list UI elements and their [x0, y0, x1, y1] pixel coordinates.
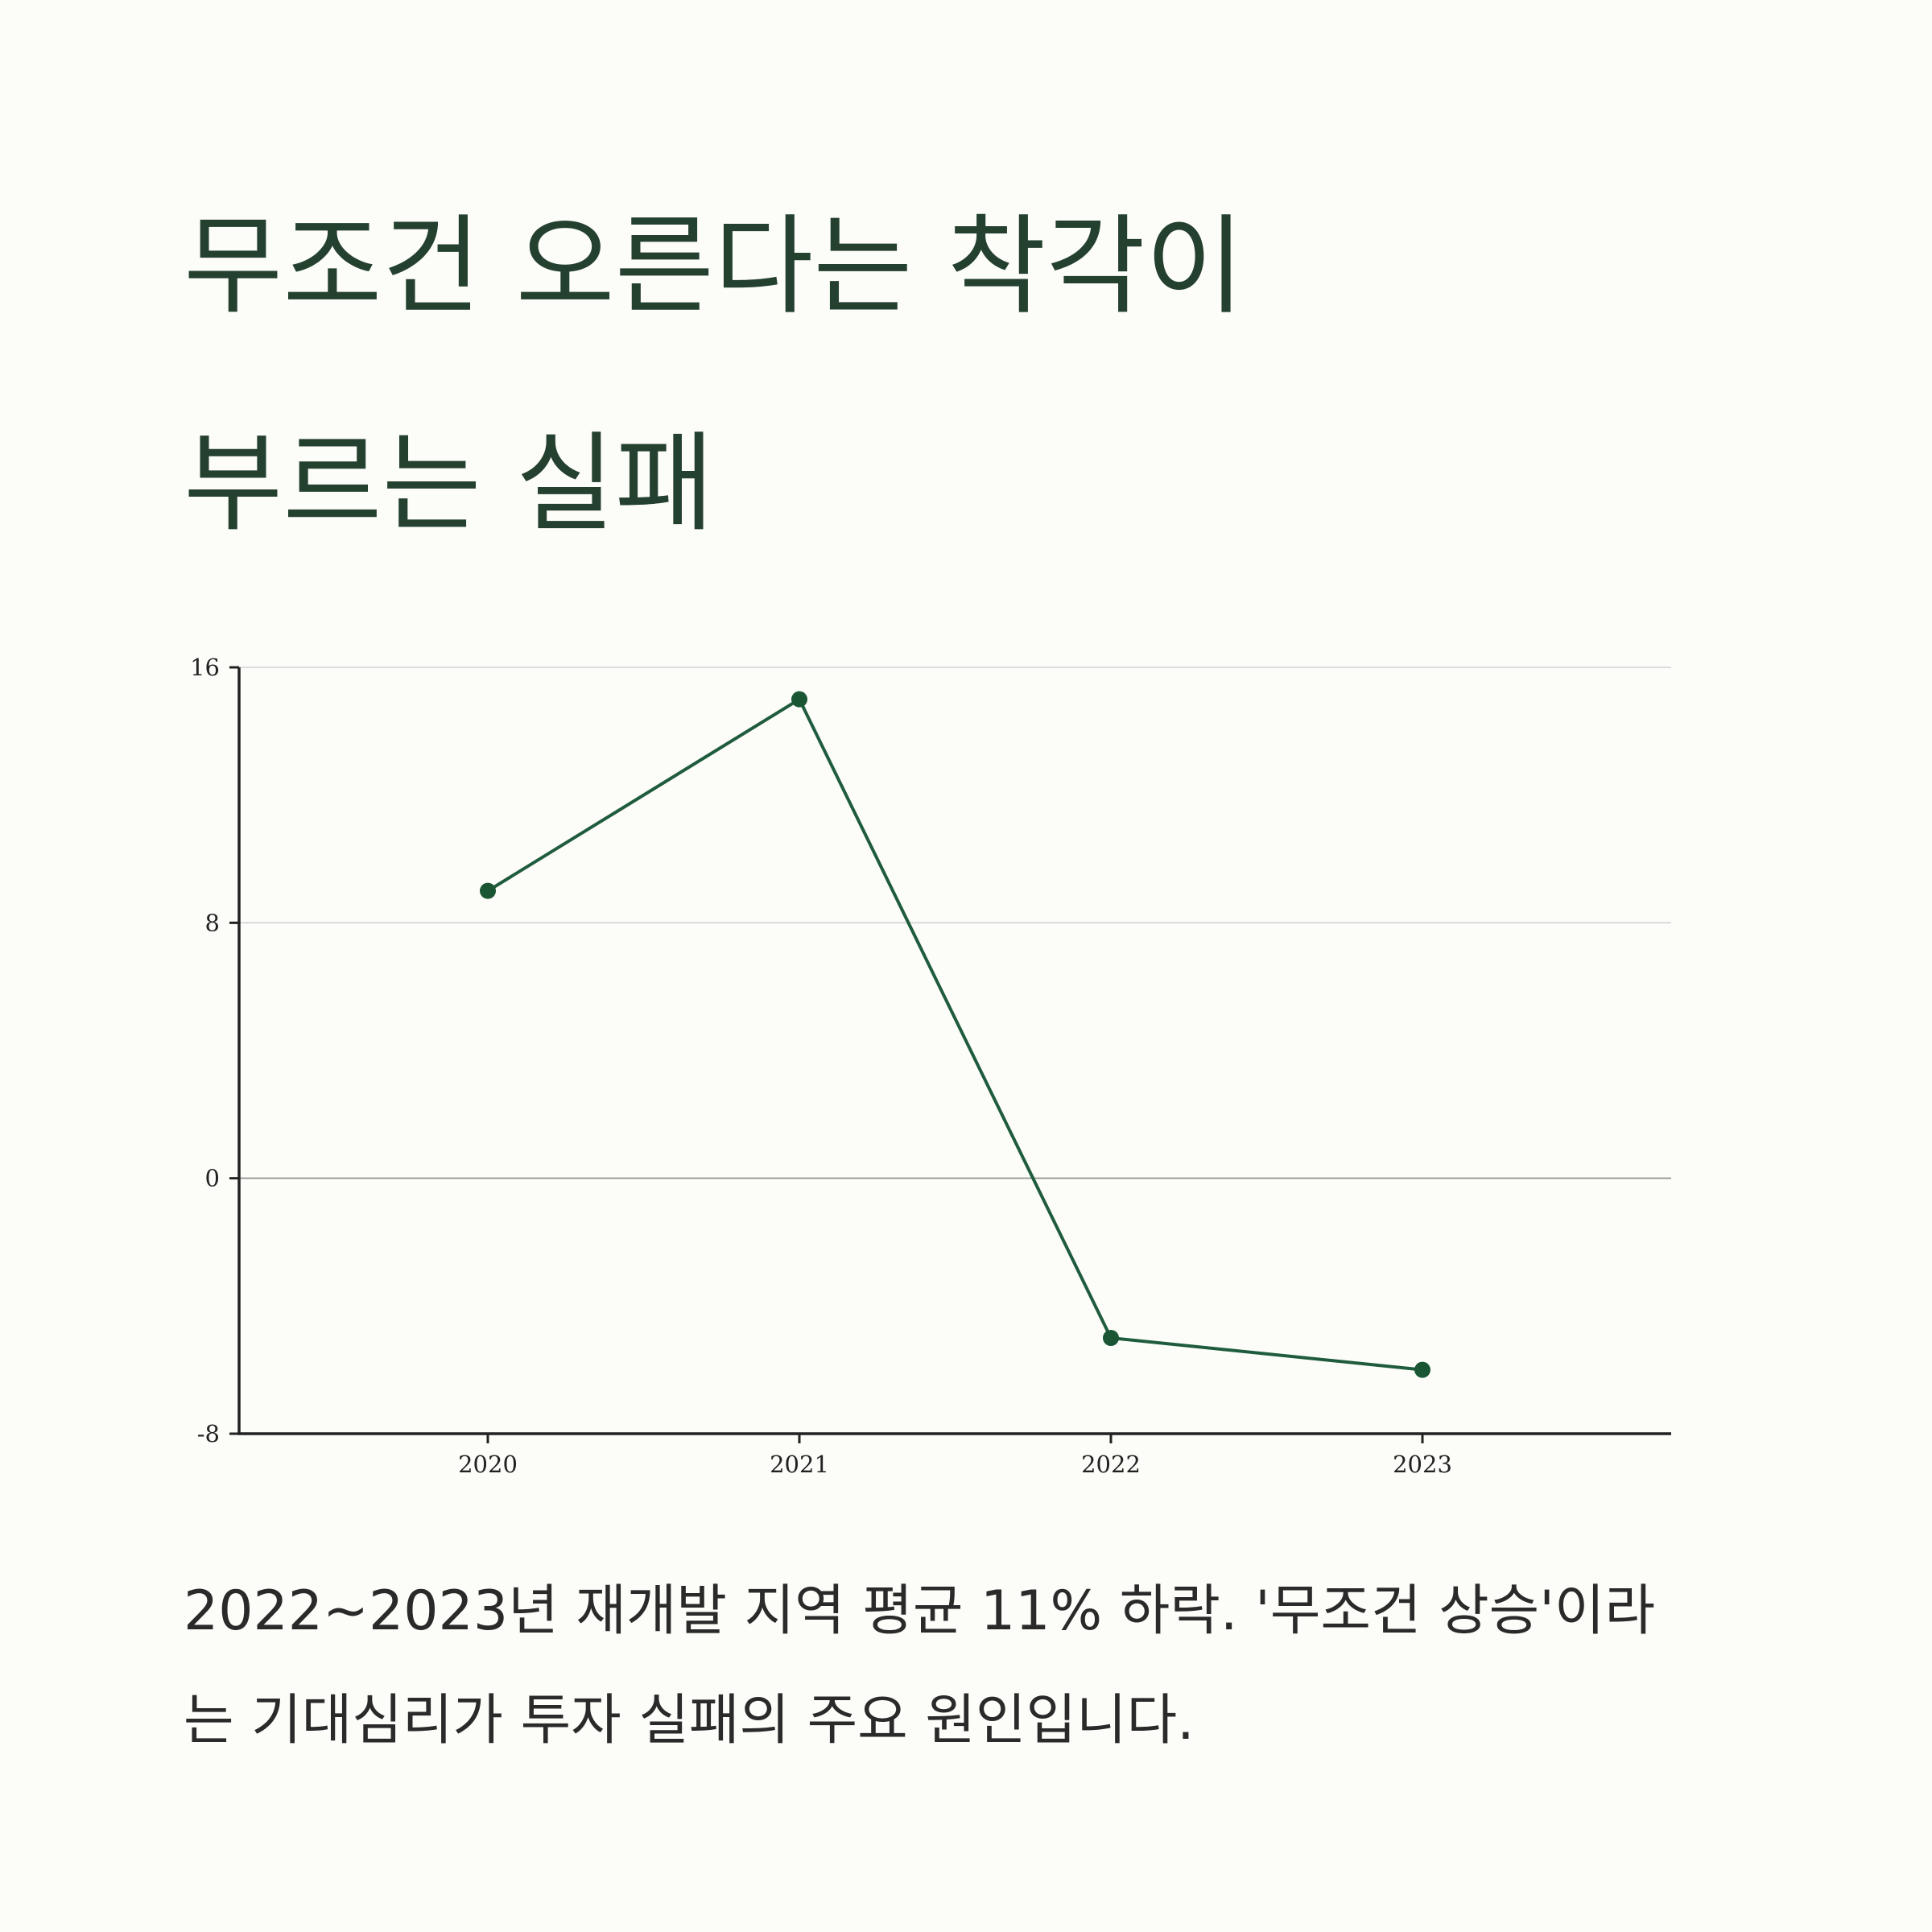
axes	[229, 666, 1671, 1443]
caption-line-2: 는 기대심리가 투자 실패의 주요 원인입니다.	[184, 1689, 1195, 1752]
y-tick-label: 8	[205, 909, 220, 936]
data-point-2023	[1414, 1361, 1430, 1378]
data-point-2020	[480, 882, 496, 899]
x-tick-label: 2021	[770, 1451, 829, 1478]
grid-lines	[239, 667, 1671, 1179]
chart-caption: 2022~2023년 재개발 지역 평균 11% 하락. '무조건 상승'이라 …	[184, 1557, 1761, 1776]
data-point-2022	[1103, 1330, 1119, 1346]
y-tick-label: -8	[197, 1420, 220, 1447]
y-tick-label: 16	[190, 654, 220, 681]
data-series	[480, 691, 1430, 1378]
page-title: 무조건 오른다는 착각이 부르는 실패	[184, 158, 1753, 592]
x-tick-label: 2022	[1081, 1451, 1141, 1478]
x-tick-label: 2023	[1393, 1451, 1452, 1478]
x-tick-label: 2020	[458, 1451, 518, 1478]
title-line-2: 부르는 실패	[184, 421, 714, 547]
title-line-1: 무조건 오른다는 착각이	[184, 204, 1245, 329]
tick-labels: -8 0 8 16 2020 2021 2022 2023	[190, 654, 1452, 1478]
series-line	[486, 697, 1424, 1372]
y-tick-label: 0	[205, 1165, 220, 1192]
caption-line-1: 2022~2023년 재개발 지역 평균 11% 하락. '무조건 상승'이라	[184, 1579, 1656, 1643]
data-point-2021	[791, 691, 807, 708]
